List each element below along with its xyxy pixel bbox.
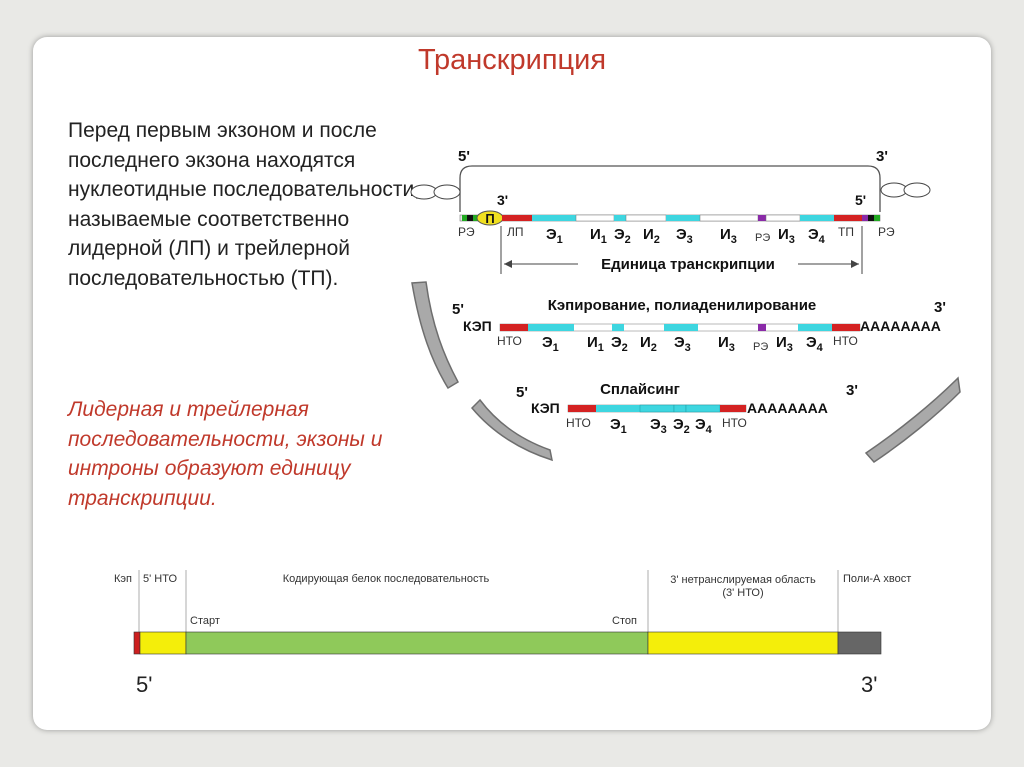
- label-coding: Кодирующая белок последовательность: [283, 573, 490, 585]
- svg-text:НТО: НТО: [566, 416, 591, 430]
- pre-mrna-diagram: 5' 3' Кэпирование, полиаденилирование КЭ…: [452, 297, 946, 354]
- svg-text:И2: И2: [643, 226, 660, 246]
- mrna-structure-bar: Кэп 5' НТО Кодирующая белок последовател…: [114, 570, 911, 697]
- gene-diagram: 5' 3' 3' 5' П РЭ ЛП РЭ ТП: [410, 148, 931, 274]
- process-capping: Кэпирование, полиаденилирование: [548, 297, 817, 314]
- svg-text:Э4: Э4: [695, 416, 713, 436]
- svg-text:5': 5': [516, 384, 528, 401]
- top-3prime: 3': [876, 148, 888, 165]
- svg-text:Э3: Э3: [676, 226, 693, 246]
- process-splicing: Сплайсинг: [600, 381, 680, 398]
- bar-5prime: 5': [136, 672, 152, 697]
- label-start: Старт: [190, 615, 220, 627]
- low-cap: КЭП: [531, 400, 560, 416]
- svg-text:И2: И2: [640, 334, 657, 354]
- svg-text:Э3: Э3: [650, 416, 667, 436]
- main-paragraph: Перед первым экзоном и после последнего …: [68, 119, 421, 290]
- low-polya: АААААААА: [747, 400, 828, 416]
- svg-text:Э1: Э1: [546, 226, 563, 246]
- svg-text:НТО: НТО: [722, 416, 747, 430]
- svg-text:НТО: НТО: [833, 334, 858, 348]
- slide-card: [33, 37, 991, 730]
- top-5prime: 5': [458, 148, 470, 165]
- svg-text:Э2: Э2: [611, 334, 628, 354]
- svg-text:Э1: Э1: [610, 416, 627, 436]
- slide-title: Транскрипция: [417, 44, 607, 76]
- svg-text:Э3: Э3: [674, 334, 691, 354]
- svg-text:3': 3': [846, 382, 858, 399]
- label-polya: Поли-А хвост: [843, 573, 911, 585]
- re-mid: РЭ: [755, 232, 770, 244]
- svg-text:РЭ: РЭ: [753, 341, 768, 353]
- nuclear-membrane: [411, 281, 961, 463]
- label-stop: Стоп: [612, 615, 637, 627]
- inner-5prime: 5': [855, 192, 866, 208]
- svg-text:Э2: Э2: [673, 416, 690, 436]
- label-utr3-2: (3' НТО): [722, 587, 763, 599]
- low-segment-labels: Э1 Э3 Э2 Э4: [610, 416, 713, 436]
- spliced-mrna-diagram: 5' 3' Сплайсинг КЭП АААААААА НТО НТО Э1 …: [516, 381, 858, 436]
- svg-text:Э4: Э4: [806, 334, 824, 354]
- svg-text:Э4: Э4: [808, 226, 826, 246]
- unit-label: Единица транскрипции: [601, 256, 775, 273]
- label-utr5: 5' НТО: [143, 573, 177, 585]
- lp-label: ЛП: [507, 225, 524, 239]
- tp-label: ТП: [838, 225, 854, 239]
- promoter-label: П: [485, 211, 494, 226]
- re-right: РЭ: [878, 225, 895, 239]
- svg-text:И3: И3: [778, 226, 795, 246]
- svg-text:И3: И3: [776, 334, 793, 354]
- svg-text:3': 3': [934, 299, 946, 316]
- svg-text:Э2: Э2: [614, 226, 631, 246]
- label-cap: Кэп: [114, 573, 132, 585]
- re-left: РЭ: [458, 225, 475, 239]
- note-paragraph: Лидерная и трейлерная последовательности…: [68, 398, 383, 510]
- svg-text:5': 5': [452, 301, 464, 318]
- svg-text:И3: И3: [718, 334, 735, 354]
- label-utr3-1: 3' нетранслируемая область: [670, 574, 816, 586]
- svg-text:И1: И1: [590, 226, 607, 246]
- bar-3prime: 3': [861, 672, 877, 697]
- mid-cap: КЭП: [463, 318, 492, 334]
- svg-text:Э1: Э1: [542, 334, 559, 354]
- top-segment-labels: Э1 И1 Э2 И2 Э3 И3 И3 Э4: [546, 226, 826, 246]
- svg-text:НТО: НТО: [497, 334, 522, 348]
- inner-3prime: 3': [497, 192, 508, 208]
- mid-polya: АААААААА: [860, 318, 941, 334]
- svg-text:И1: И1: [587, 334, 604, 354]
- mid-segment-labels: Э1 И1 Э2 И2 Э3 И3 И3 Э4: [542, 334, 824, 354]
- svg-text:И3: И3: [720, 226, 737, 246]
